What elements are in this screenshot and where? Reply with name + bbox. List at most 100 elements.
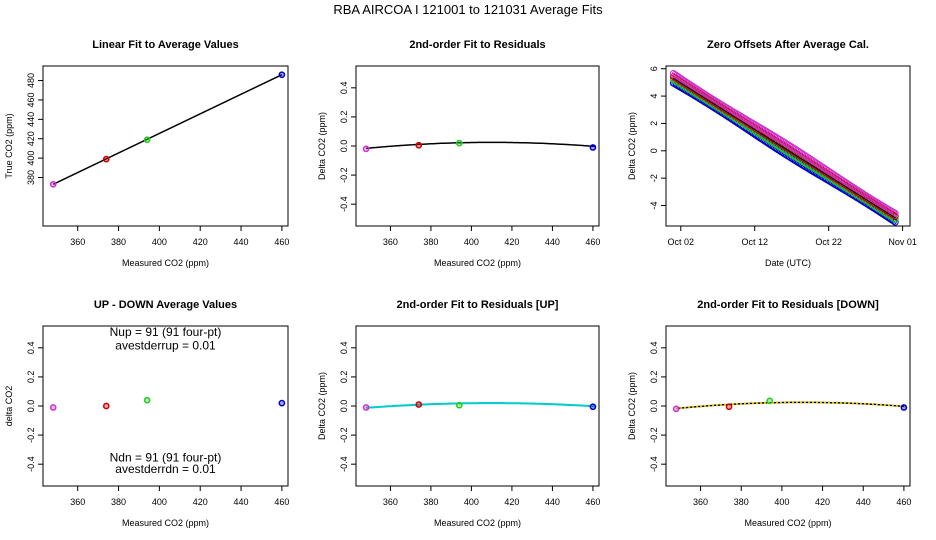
- chart-panel-p4: UP - DOWN Average Values Measured CO2 (pp…: [4, 299, 289, 528]
- y-tick-label: 0.4: [26, 342, 36, 355]
- x-tick-label: Oct 02: [668, 237, 695, 247]
- x-tick-label: 360: [693, 497, 708, 507]
- panel-title: Zero Offsets After Average Cal.: [707, 39, 869, 51]
- x-tick-label: 360: [70, 237, 85, 247]
- chart-panel-p3: Zero Offsets After Average Cal. Date (UTC…: [627, 39, 917, 268]
- data-point: [900, 404, 908, 411]
- y-tick-label: -4: [649, 201, 659, 209]
- x-tick-label: 420: [815, 497, 830, 507]
- data-point: [589, 403, 597, 411]
- data-point: [278, 71, 286, 79]
- plot-frame: [42, 65, 289, 227]
- x-tick-label: 400: [774, 497, 789, 507]
- y-tick-label: 0.0: [649, 400, 659, 413]
- panel-title: 2nd-order Fit to Residuals: [409, 39, 545, 51]
- panel-title: 2nd-order Fit to Residuals [DOWN]: [697, 299, 879, 311]
- y-tick-label: 0.4: [339, 342, 349, 355]
- y-tick-label: 0.0: [339, 400, 349, 413]
- offset-trend-line: [673, 77, 896, 219]
- y-tick-label: 0: [649, 148, 659, 153]
- chart-panel-p1: Linear Fit to Average Values Measured CO2…: [4, 39, 289, 268]
- x-tick-label: 360: [383, 497, 398, 507]
- x-tick-label: 380: [423, 237, 438, 247]
- data-point: [766, 397, 774, 405]
- x-tick-label: 440: [234, 237, 249, 247]
- x-tick-label: 360: [70, 497, 85, 507]
- panel-title: Linear Fit to Average Values: [92, 39, 239, 51]
- y-tick-label: -0.2: [649, 427, 659, 443]
- y-tick-label: 0.2: [649, 371, 659, 384]
- data-point: [278, 399, 286, 407]
- chart-panel-p5: 2nd-order Fit to Residuals [UP] Measured …: [317, 299, 600, 528]
- panel-title: UP - DOWN Average Values: [94, 299, 237, 311]
- data-point: [415, 141, 423, 149]
- x-tick-label: 420: [193, 237, 208, 247]
- y-axis-label: Delta CO2 (ppm): [317, 372, 327, 440]
- y-tick-label: 0.2: [26, 371, 36, 384]
- data-point: [455, 139, 463, 147]
- y-axis-label: Delta CO2 (ppm): [627, 112, 637, 180]
- data-point: [725, 403, 733, 411]
- plot-frame: [665, 65, 911, 227]
- y-tick-label: -0.2: [339, 167, 349, 183]
- y-axis-label: Delta CO2 (ppm): [317, 112, 327, 180]
- page-title: RBA AIRCOA I 121001 to 121031 Average Fi…: [333, 2, 603, 17]
- data-point: [415, 401, 423, 408]
- x-tick-label: 460: [274, 237, 289, 247]
- x-tick-label: 440: [545, 497, 560, 507]
- x-axis-label: Measured CO2 (ppm): [434, 258, 521, 268]
- y-tick-label: 0.2: [339, 111, 349, 124]
- offset-point: [890, 209, 898, 217]
- chart-panel-p2: 2nd-order Fit to Residuals Measured CO2 (…: [317, 39, 600, 268]
- y-axis-label: Delta CO2 (ppm): [627, 372, 637, 440]
- data-point: [455, 401, 463, 409]
- y-tick-label: 0.4: [339, 82, 349, 95]
- x-tick-label: 380: [111, 497, 126, 507]
- x-tick-label: 460: [585, 237, 600, 247]
- x-tick-label: 440: [856, 497, 871, 507]
- y-tick-label: 6: [649, 66, 659, 71]
- y-tick-label: -0.4: [649, 456, 659, 472]
- x-tick-label: 440: [545, 237, 560, 247]
- x-tick-label: 360: [383, 237, 398, 247]
- y-axis-label: delta CO2: [4, 386, 14, 427]
- y-tick-label: -0.4: [26, 456, 36, 472]
- x-tick-label: 420: [504, 497, 519, 507]
- x-axis-label: Measured CO2 (ppm): [744, 518, 831, 528]
- data-point: [49, 180, 57, 188]
- x-tick-label: 380: [111, 237, 126, 247]
- y-tick-label: 0.0: [339, 140, 349, 153]
- y-tick-label: 0.0: [26, 400, 36, 413]
- y-tick-label: 0.2: [339, 371, 349, 384]
- x-tick-label: 400: [464, 497, 479, 507]
- fit-curve: [366, 402, 596, 409]
- x-tick-label: 400: [152, 237, 167, 247]
- y-tick-label: 460: [26, 92, 36, 107]
- x-tick-label: 420: [504, 237, 519, 247]
- data-point: [143, 136, 151, 144]
- y-tick-label: 4: [649, 94, 659, 99]
- x-axis-label: Measured CO2 (ppm): [122, 258, 209, 268]
- x-tick-label: 380: [734, 497, 749, 507]
- x-tick-label: Oct 22: [815, 237, 842, 247]
- data-point: [362, 404, 370, 411]
- x-axis-label: Measured CO2 (ppm): [434, 518, 521, 528]
- x-tick-label: 440: [234, 497, 249, 507]
- data-point: [362, 145, 370, 153]
- data-point: [672, 405, 680, 413]
- x-tick-label: 460: [585, 497, 600, 507]
- x-tick-label: Nov 01: [888, 237, 917, 247]
- y-tick-label: -0.2: [26, 427, 36, 443]
- y-tick-label: -0.4: [339, 456, 349, 472]
- data-point: [589, 144, 597, 151]
- y-tick-label: 480: [26, 73, 36, 88]
- stats-annotation: avestderrup = 0.01: [115, 338, 216, 352]
- x-axis-label: Measured CO2 (ppm): [122, 518, 209, 528]
- data-point: [102, 402, 110, 410]
- x-tick-label: 400: [464, 237, 479, 247]
- x-tick-label: 400: [152, 497, 167, 507]
- x-tick-label: 420: [193, 497, 208, 507]
- y-axis-label: True CO2 (ppm): [4, 113, 14, 178]
- y-tick-label: -0.2: [339, 427, 349, 443]
